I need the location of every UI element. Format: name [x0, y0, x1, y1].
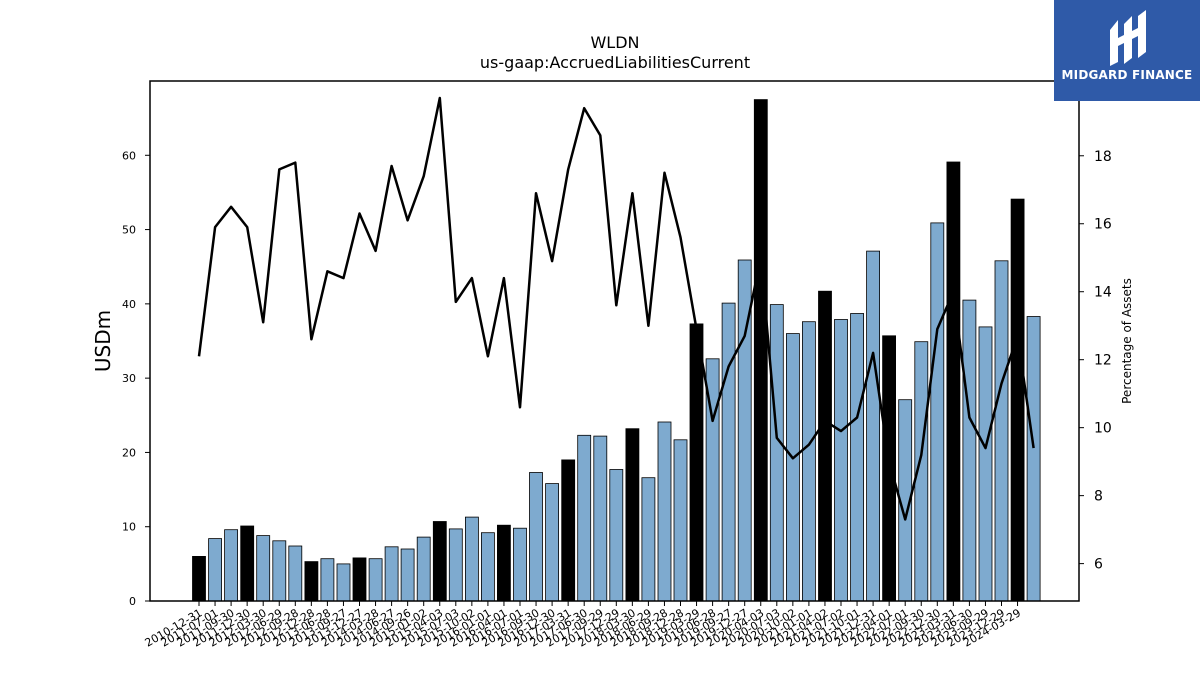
bar — [545, 483, 559, 602]
bar — [561, 459, 576, 602]
y-tick-label: 40 — [122, 298, 136, 311]
logo-text: MIDGARD FINANCE — [1061, 68, 1193, 82]
y-tick-label: 10 — [122, 521, 136, 534]
y2-tick-label: 10 — [1094, 421, 1112, 437]
bar — [866, 250, 880, 602]
bar — [448, 528, 463, 602]
y2-tick-label: 8 — [1094, 489, 1103, 505]
y2-tick-label: 14 — [1094, 285, 1112, 301]
bar — [529, 472, 543, 602]
plot-frame — [149, 80, 1080, 602]
bar — [416, 536, 431, 602]
bar — [336, 563, 351, 602]
y2-tick-label: 16 — [1094, 217, 1112, 233]
bar — [1010, 198, 1025, 602]
percentage-line — [197, 96, 1035, 521]
bar — [192, 556, 206, 602]
bar — [304, 561, 319, 602]
bar — [994, 260, 1009, 602]
y-tick-label: 0 — [129, 595, 136, 608]
bar — [400, 548, 415, 602]
bar — [802, 321, 816, 602]
bar — [272, 540, 287, 602]
y2-tick-label: 6 — [1094, 557, 1103, 573]
bar — [786, 333, 800, 602]
bar — [625, 428, 640, 602]
bar — [208, 538, 223, 602]
y-tick-label: 60 — [122, 149, 136, 162]
bar — [593, 435, 608, 602]
bar-series — [192, 99, 1041, 602]
bar — [1026, 316, 1041, 602]
bar — [480, 532, 495, 602]
bar — [609, 469, 624, 602]
bar — [513, 527, 527, 602]
bar — [368, 558, 383, 602]
bar — [352, 557, 367, 602]
bar — [946, 161, 961, 602]
y2-tick-label: 12 — [1094, 353, 1112, 369]
bar — [930, 222, 945, 602]
bar — [818, 290, 832, 602]
line-series — [197, 96, 1035, 521]
bar — [641, 477, 656, 602]
bar — [256, 535, 271, 602]
y2-axis-label: Percentage of Assets — [1120, 278, 1134, 404]
chart-subtitle: us-gaap:AccruedLiabilitiesCurrent — [480, 53, 750, 72]
bar — [882, 335, 896, 602]
bar — [464, 516, 479, 602]
bar — [673, 439, 688, 602]
bar — [320, 558, 335, 602]
chart-title: WLDN — [590, 33, 639, 52]
bar — [224, 529, 239, 602]
bar — [240, 525, 255, 602]
y-tick-label: 30 — [122, 372, 136, 385]
bar — [721, 302, 736, 602]
bar — [978, 326, 993, 602]
bar — [384, 546, 399, 602]
bar — [432, 521, 447, 602]
bar — [769, 304, 784, 602]
bar — [689, 323, 704, 602]
logo: MIDGARD FINANCE — [1054, 0, 1200, 101]
bar — [657, 421, 672, 602]
bar — [834, 319, 848, 602]
bar — [496, 524, 511, 602]
bar — [753, 99, 768, 602]
midgard-logo-icon — [1110, 10, 1146, 66]
bar — [850, 313, 864, 602]
y-axis-label: USDm — [91, 310, 115, 372]
y2-tick-label: 18 — [1094, 149, 1112, 165]
bar — [577, 434, 592, 602]
y-tick-label: 50 — [122, 224, 136, 237]
bar — [962, 299, 977, 602]
y-tick-label: 20 — [122, 446, 136, 459]
bar — [288, 545, 303, 602]
